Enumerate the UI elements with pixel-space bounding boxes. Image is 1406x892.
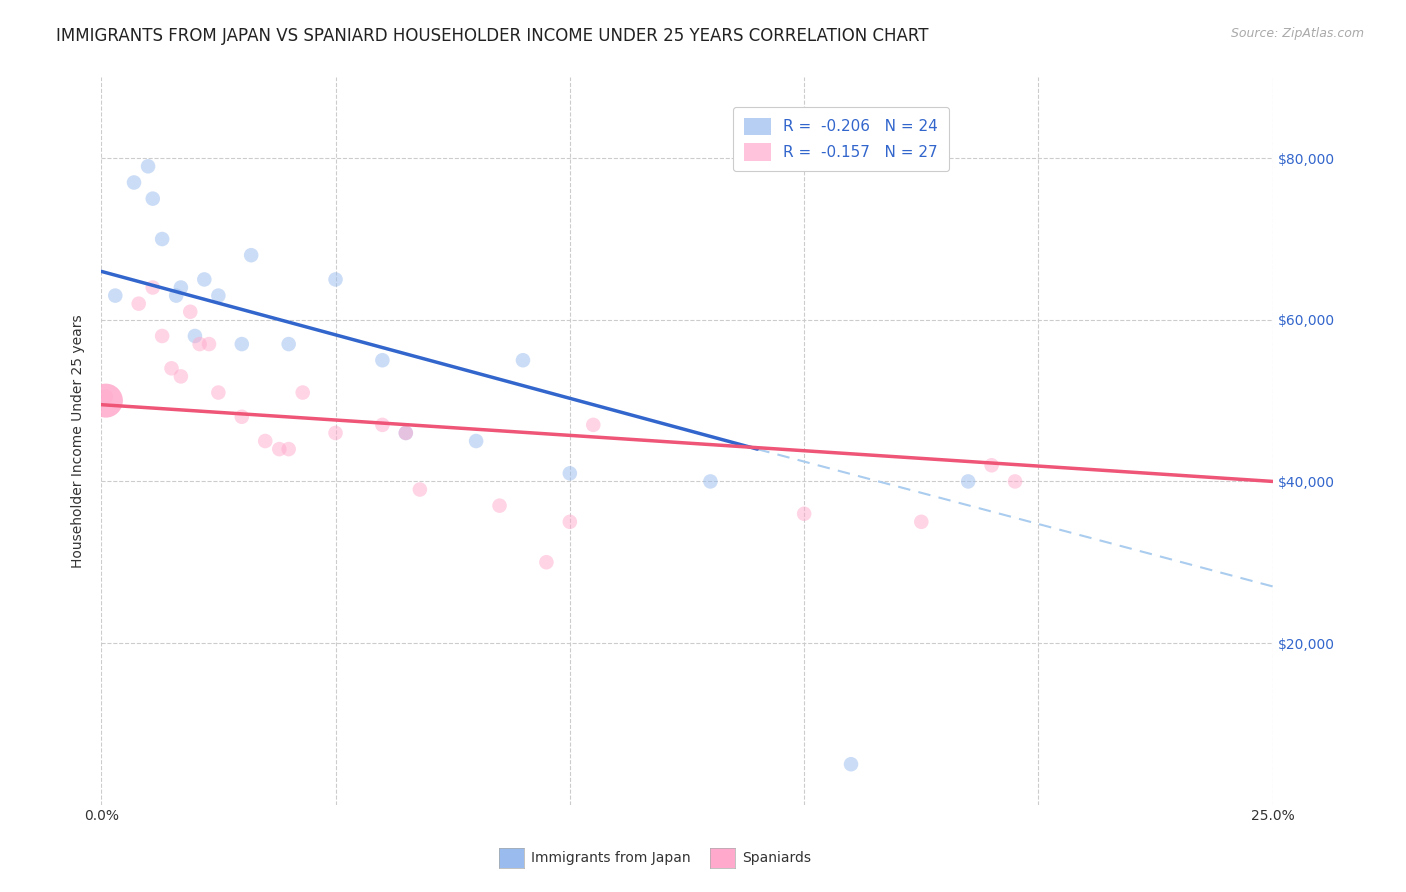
Point: [193, 272, 215, 286]
Point: [910, 515, 932, 529]
Point: [150, 329, 173, 343]
Text: Immigrants from Japan: Immigrants from Japan: [531, 851, 692, 865]
Text: Spaniards: Spaniards: [742, 851, 811, 865]
Point: [536, 555, 558, 569]
Point: [104, 288, 127, 302]
Point: [957, 475, 980, 489]
Point: [170, 280, 193, 294]
Point: [269, 442, 291, 456]
Point: [198, 337, 221, 351]
Point: [558, 467, 581, 481]
Point: [277, 442, 299, 456]
Point: [254, 434, 277, 448]
Point: [231, 409, 253, 424]
Point: [839, 757, 862, 772]
Point: [582, 417, 605, 432]
Point: [150, 232, 173, 246]
Point: [395, 425, 418, 440]
Point: [184, 329, 207, 343]
Point: [240, 248, 263, 262]
Point: [1004, 475, 1026, 489]
Point: [207, 288, 229, 302]
Point: [128, 296, 150, 310]
Point: [231, 337, 253, 351]
Point: [512, 353, 534, 368]
Point: [179, 304, 201, 318]
Point: [207, 385, 229, 400]
Point: [409, 483, 432, 497]
Point: [488, 499, 510, 513]
Y-axis label: Householder Income Under 25 years: Householder Income Under 25 years: [72, 314, 86, 568]
Point: [136, 159, 159, 173]
Point: [94, 390, 117, 404]
Point: [699, 475, 721, 489]
Point: [558, 515, 581, 529]
Text: Source: ZipAtlas.com: Source: ZipAtlas.com: [1230, 27, 1364, 40]
Point: [325, 425, 347, 440]
Point: [142, 280, 165, 294]
Point: [371, 353, 394, 368]
Point: [395, 425, 418, 440]
Legend: R =  -0.206   N = 24, R =  -0.157   N = 27: R = -0.206 N = 24, R = -0.157 N = 27: [733, 107, 949, 171]
Point: [325, 272, 347, 286]
Point: [277, 337, 299, 351]
Point: [465, 434, 488, 448]
Point: [188, 337, 211, 351]
Point: [291, 385, 314, 400]
Point: [371, 417, 394, 432]
Point: [170, 369, 193, 384]
Point: [980, 458, 1002, 473]
Point: [142, 192, 165, 206]
Point: [160, 361, 183, 376]
Point: [165, 288, 187, 302]
Point: [793, 507, 815, 521]
Point: [94, 393, 117, 408]
Point: [122, 176, 145, 190]
Text: IMMIGRANTS FROM JAPAN VS SPANIARD HOUSEHOLDER INCOME UNDER 25 YEARS CORRELATION : IMMIGRANTS FROM JAPAN VS SPANIARD HOUSEH…: [56, 27, 929, 45]
